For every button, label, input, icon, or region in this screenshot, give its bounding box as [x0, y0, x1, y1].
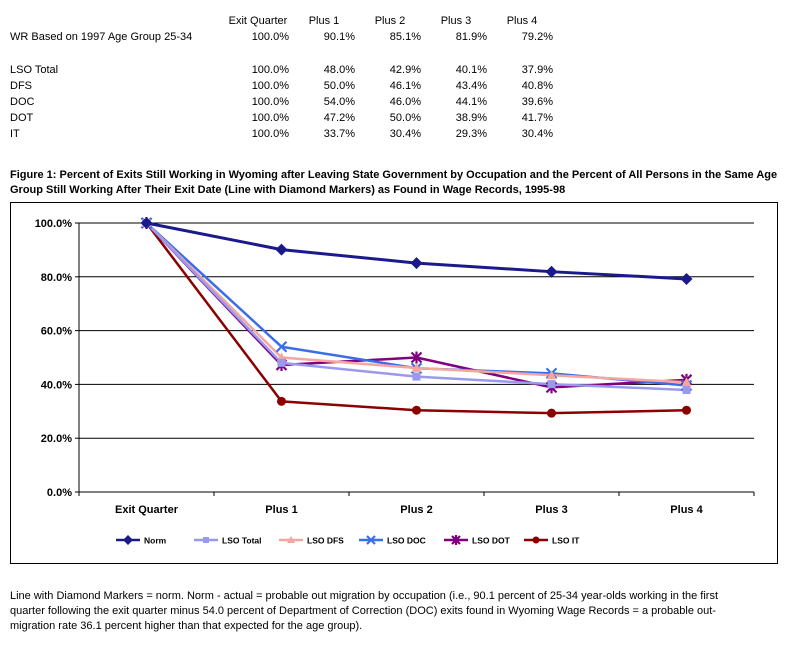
table-spacer-row	[10, 45, 555, 62]
legend-label: Norm	[144, 536, 167, 546]
x-tick-label: Plus 1	[265, 504, 297, 516]
row-label: DOC	[10, 96, 35, 108]
table-cell: 90.1%	[323, 31, 355, 43]
table-cell: 33.7%	[323, 128, 355, 140]
row-label: IT	[10, 128, 20, 140]
table-cell: 47.2%	[323, 112, 355, 124]
row-label: DFS	[10, 80, 32, 92]
x-tick-label: Plus 4	[670, 504, 703, 516]
table-header-cell: Plus 1	[308, 15, 340, 27]
table-header-cell: Plus 3	[440, 15, 472, 27]
table-cell: 40.8%	[521, 80, 553, 92]
table-cell: 100.0%	[251, 80, 289, 92]
legend-label: LSO Total	[222, 536, 262, 546]
chart-frame: 0.0% 20.0% 40.0% 60.0% 80.0% 100.0% Exit Quart…	[10, 202, 778, 564]
data-point	[682, 405, 691, 415]
table-header-cell: Plus 2	[374, 15, 406, 27]
table-cell: 50.0%	[323, 80, 355, 92]
table-cell: 46.1%	[389, 80, 421, 92]
data-point	[203, 537, 209, 543]
line-chart: 0.0% 20.0% 40.0% 60.0% 80.0% 100.0% Exit Quart…	[35, 217, 755, 546]
table-cell: 48.0%	[323, 64, 355, 76]
y-tick-label: 0.0%	[47, 487, 72, 499]
legend-label: LSO IT	[552, 536, 580, 546]
table-cell: 100.0%	[251, 96, 289, 108]
data-point	[682, 386, 691, 395]
footnote: Line with Diamond Markers = norm. Norm -…	[10, 590, 719, 632]
table-row: WR Based on 1997 Age Group 25-34 100.0% …	[10, 29, 555, 45]
summary-table: Exit Quarter Plus 1 Plus 2 Plus 3 Plus 4…	[10, 13, 555, 142]
data-point	[547, 408, 556, 418]
table-cell: 41.7%	[521, 112, 553, 124]
data-point	[275, 243, 288, 256]
y-tick-label: 80.0%	[41, 272, 72, 284]
table-cell: 100.0%	[251, 128, 289, 140]
row-label: LSO Total	[10, 64, 59, 76]
data-point	[681, 377, 692, 387]
table-row: DFS 100.0% 50.0% 46.1% 43.4% 40.8%	[10, 78, 555, 94]
data-point	[366, 535, 376, 545]
table-row: LSO Total 100.0% 48.0% 42.9% 40.1% 37.9%	[10, 62, 555, 78]
table-cell: 85.1%	[389, 31, 421, 43]
x-tick-label: Plus 3	[535, 504, 567, 516]
table-row: DOT 100.0% 47.2% 50.0% 38.9% 41.7%	[10, 110, 555, 126]
table-cell: 42.9%	[389, 64, 421, 76]
data-point	[140, 217, 153, 229]
table-cell: 30.4%	[389, 128, 421, 140]
table-row: IT 100.0% 33.7% 30.4% 29.3% 30.4%	[10, 126, 555, 142]
data-point	[275, 340, 288, 353]
table-cell: 30.4%	[521, 128, 553, 140]
x-tick-label: Plus 2	[400, 504, 432, 516]
data-point	[123, 535, 133, 545]
table-cell: 44.1%	[455, 96, 487, 108]
data-point	[680, 272, 693, 285]
x-tick-label: Exit Quarter	[115, 504, 179, 516]
data-point	[410, 257, 423, 270]
data-point	[451, 535, 461, 545]
series-line	[146, 221, 687, 281]
legend-label: LSO DFS	[307, 536, 344, 546]
data-point	[547, 380, 556, 389]
y-tick-label: 100.0%	[35, 218, 73, 230]
row-label: DOT	[10, 112, 34, 124]
table-cell: 100.0%	[251, 64, 289, 76]
data-point	[412, 372, 421, 381]
data-point	[545, 265, 558, 278]
table-cell: 100.0%	[251, 31, 289, 43]
y-tick-label: 40.0%	[41, 379, 72, 391]
table-cell: 100.0%	[251, 112, 289, 124]
table-cell: 54.0%	[323, 96, 355, 108]
data-point	[410, 351, 423, 364]
data-point	[546, 370, 557, 380]
table-cell: 46.0%	[389, 96, 421, 108]
table-cell: 37.9%	[521, 64, 553, 76]
table-cell: 38.9%	[455, 112, 487, 124]
data-point	[277, 396, 286, 406]
y-tick-label: 60.0%	[41, 326, 72, 338]
table-cell: 50.0%	[389, 112, 421, 124]
table-cell: 79.2%	[521, 31, 553, 43]
table-cell: 81.9%	[455, 31, 487, 43]
table-header-cell	[10, 13, 225, 29]
table-cell: 39.6%	[521, 96, 553, 108]
table-header-row: Exit Quarter Plus 1 Plus 2 Plus 3 Plus 4	[10, 13, 555, 29]
table-cell: 43.4%	[455, 80, 487, 92]
data-point	[532, 536, 540, 544]
data-point	[287, 536, 295, 543]
table-row: DOC 100.0% 54.0% 46.0% 44.1% 39.6%	[10, 94, 555, 110]
data-point	[277, 358, 286, 367]
legend-label: LSO DOT	[472, 536, 511, 546]
data-point	[412, 405, 421, 415]
y-tick-label: 20.0%	[41, 433, 72, 445]
table-spacer-cell	[10, 45, 555, 62]
table-header-cell: Exit Quarter	[228, 15, 288, 27]
figure-caption: Figure 1: Percent of Exits Still Working…	[10, 169, 778, 196]
table-cell: 29.3%	[455, 128, 487, 140]
data-point	[411, 362, 422, 372]
table-header-cell: Plus 4	[506, 15, 538, 27]
table-cell: 40.1%	[455, 64, 487, 76]
legend-label: LSO DOC	[387, 536, 426, 546]
row-label: WR Based on 1997 Age Group 25-34	[10, 31, 193, 43]
